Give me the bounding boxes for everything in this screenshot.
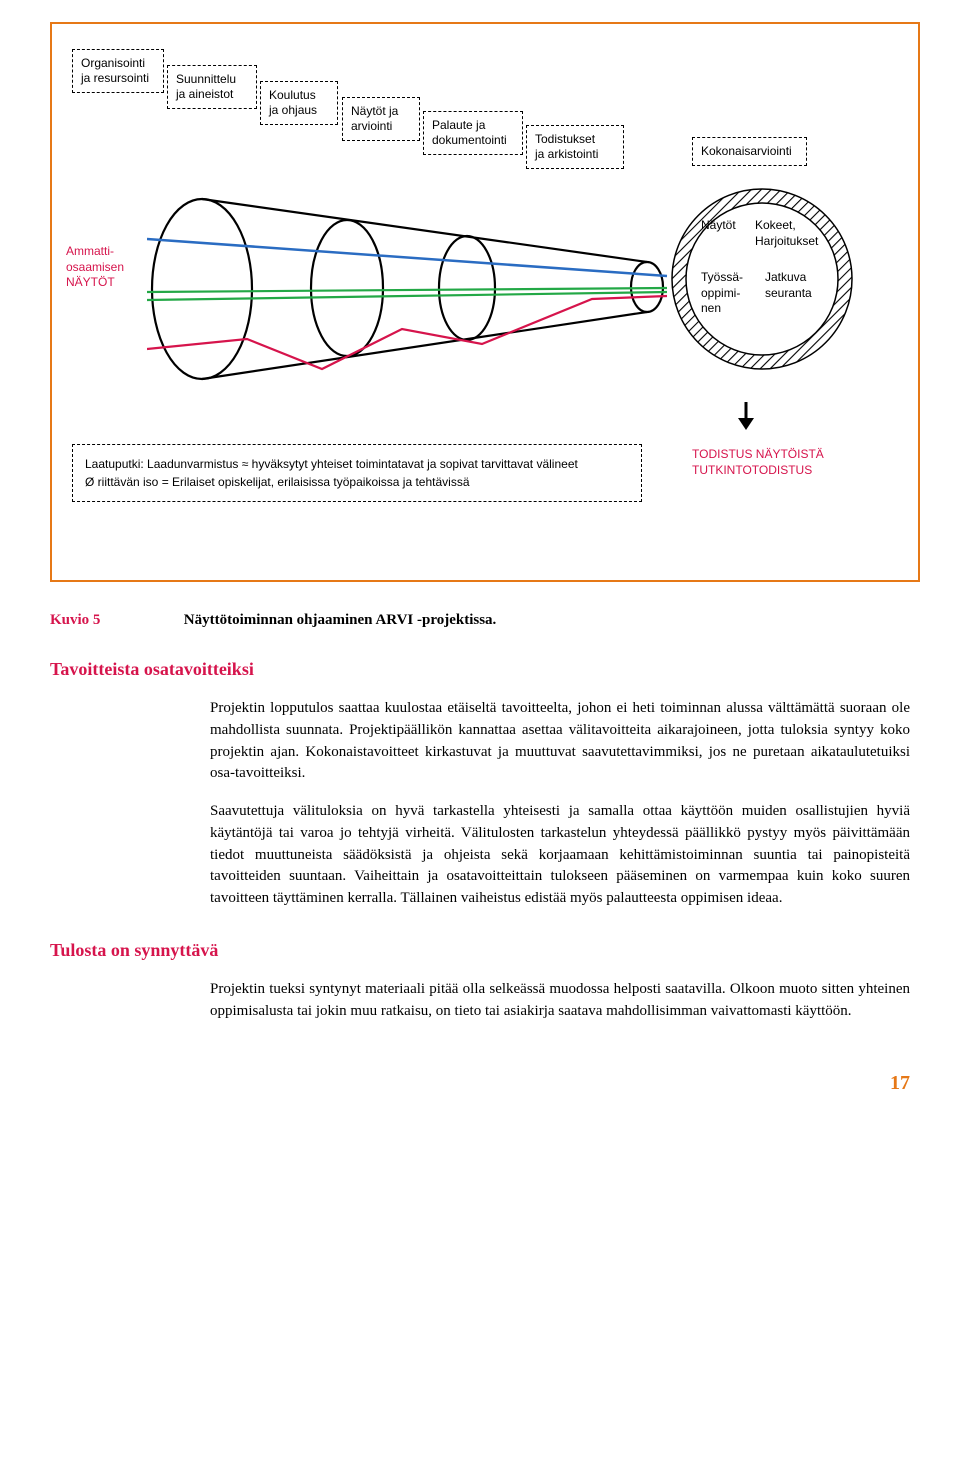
funnel-area: Ammatti- osaamisen NÄYTÖT — [72, 179, 898, 399]
section1-p2: Saavutettuja välituloksia on hyvä tarkas… — [210, 801, 910, 910]
step-box-0: Organisointija resursointi — [72, 49, 164, 93]
figure-caption: Näyttötoiminnan ohjaaminen ARVI -projekt… — [184, 612, 497, 628]
laatu-l2: Ø riittävän iso = Erilaiset opiskelijat,… — [85, 475, 470, 489]
process-steps: Organisointija resursointiSuunnitteluja … — [72, 49, 898, 169]
circle-tyossa: Työssä- oppimi- nen — [701, 270, 743, 317]
funnel-svg — [147, 184, 707, 394]
heading-tulosta: Tulosta on synnyttävä — [50, 940, 910, 961]
hatched-circle — [667, 184, 857, 374]
section2-p1: Projektin tueksi syntynyt materiaali pit… — [210, 979, 910, 1023]
circle-jatkuva: Jatkuva seuranta — [765, 270, 812, 301]
circle-naytot: Näytöt — [701, 218, 736, 234]
section-tulosta: Tulosta on synnyttävä Projektin tueksi s… — [50, 940, 910, 1023]
figure-caption-row: Kuvio 5 Näyttötoiminnan ohjaaminen ARVI … — [50, 612, 910, 629]
section-tavoitteista: Tavoitteista osatavoitteiksi Projektin l… — [50, 659, 910, 910]
left-label-l3: NÄYTÖT — [66, 275, 115, 289]
left-label-l1: Ammatti- — [66, 244, 114, 258]
laatu-row: Laatuputki: Laadunvarmistus ≈ hyväksytyt… — [72, 434, 898, 519]
step-box-1: Suunnitteluja aineistot — [167, 65, 257, 109]
left-label: Ammatti- osaamisen NÄYTÖT — [66, 244, 124, 291]
laatu-box: Laatuputki: Laadunvarmistus ≈ hyväksytyt… — [72, 444, 642, 502]
todistus-label: TODISTUS NÄYTÖISTÄ TUTKINTOTODISTUS — [692, 446, 824, 478]
diagram-frame: Organisointija resursointiSuunnitteluja … — [50, 22, 920, 582]
figure-label: Kuvio 5 — [50, 612, 180, 629]
arrow-down-icon — [732, 402, 760, 432]
step-box-2: Koulutusja ohjaus — [260, 81, 338, 125]
circle-kokeet: Kokeet, Harjoitukset — [755, 218, 818, 249]
step-box-4: Palaute jadokumentointi — [423, 111, 523, 155]
step-box-5: Todistuksetja arkistointi — [526, 125, 624, 169]
laatu-l1: Laatuputki: Laadunvarmistus ≈ hyväksytyt… — [85, 457, 578, 471]
section1-p1: Projektin lopputulos saattaa kuulostaa e… — [210, 698, 910, 785]
step-box-6: Kokonaisarviointi — [692, 137, 807, 166]
page-number: 17 — [0, 1072, 910, 1095]
circle-area: Näytöt Työssä- oppimi- nen Kokeet, Harjo… — [667, 184, 857, 374]
left-label-l2: osaamisen — [66, 260, 124, 274]
step-box-3: Näytöt jaarviointi — [342, 97, 420, 141]
heading-tavoitteista: Tavoitteista osatavoitteiksi — [50, 659, 910, 680]
